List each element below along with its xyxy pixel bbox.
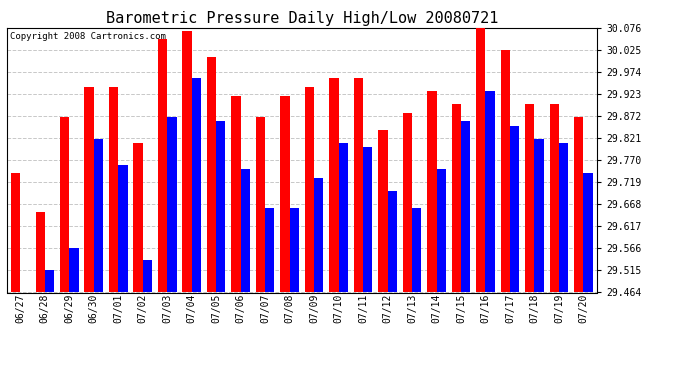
Bar: [241, 169, 250, 292]
Bar: [280, 96, 290, 292]
Bar: [143, 260, 152, 292]
Bar: [133, 143, 143, 292]
Bar: [574, 117, 583, 292]
Bar: [290, 208, 299, 292]
Bar: [378, 130, 388, 292]
Bar: [11, 173, 21, 292]
Bar: [265, 208, 275, 292]
Bar: [305, 87, 314, 292]
Bar: [339, 143, 348, 292]
Bar: [461, 122, 471, 292]
Bar: [314, 178, 324, 292]
Bar: [583, 173, 593, 292]
Bar: [559, 143, 568, 292]
Bar: [216, 122, 226, 292]
Bar: [510, 126, 520, 292]
Bar: [501, 50, 510, 292]
Bar: [192, 78, 201, 292]
Bar: [354, 78, 363, 292]
Bar: [363, 147, 373, 292]
Bar: [412, 208, 422, 292]
Bar: [329, 78, 339, 292]
Bar: [437, 169, 446, 292]
Bar: [118, 165, 128, 292]
Bar: [182, 31, 192, 292]
Bar: [550, 104, 559, 292]
Title: Barometric Pressure Daily High/Low 20080721: Barometric Pressure Daily High/Low 20080…: [106, 10, 498, 26]
Bar: [427, 91, 437, 292]
Bar: [167, 117, 177, 292]
Bar: [94, 139, 103, 292]
Bar: [388, 190, 397, 292]
Bar: [525, 104, 535, 292]
Bar: [69, 248, 79, 292]
Bar: [256, 117, 265, 292]
Bar: [403, 113, 412, 292]
Bar: [109, 87, 118, 292]
Bar: [36, 212, 45, 292]
Bar: [207, 57, 216, 292]
Bar: [486, 91, 495, 292]
Bar: [476, 28, 486, 292]
Text: Copyright 2008 Cartronics.com: Copyright 2008 Cartronics.com: [10, 32, 166, 41]
Bar: [452, 104, 461, 292]
Bar: [45, 270, 54, 292]
Bar: [231, 96, 241, 292]
Bar: [535, 139, 544, 292]
Bar: [60, 117, 69, 292]
Bar: [84, 87, 94, 292]
Bar: [158, 39, 167, 292]
